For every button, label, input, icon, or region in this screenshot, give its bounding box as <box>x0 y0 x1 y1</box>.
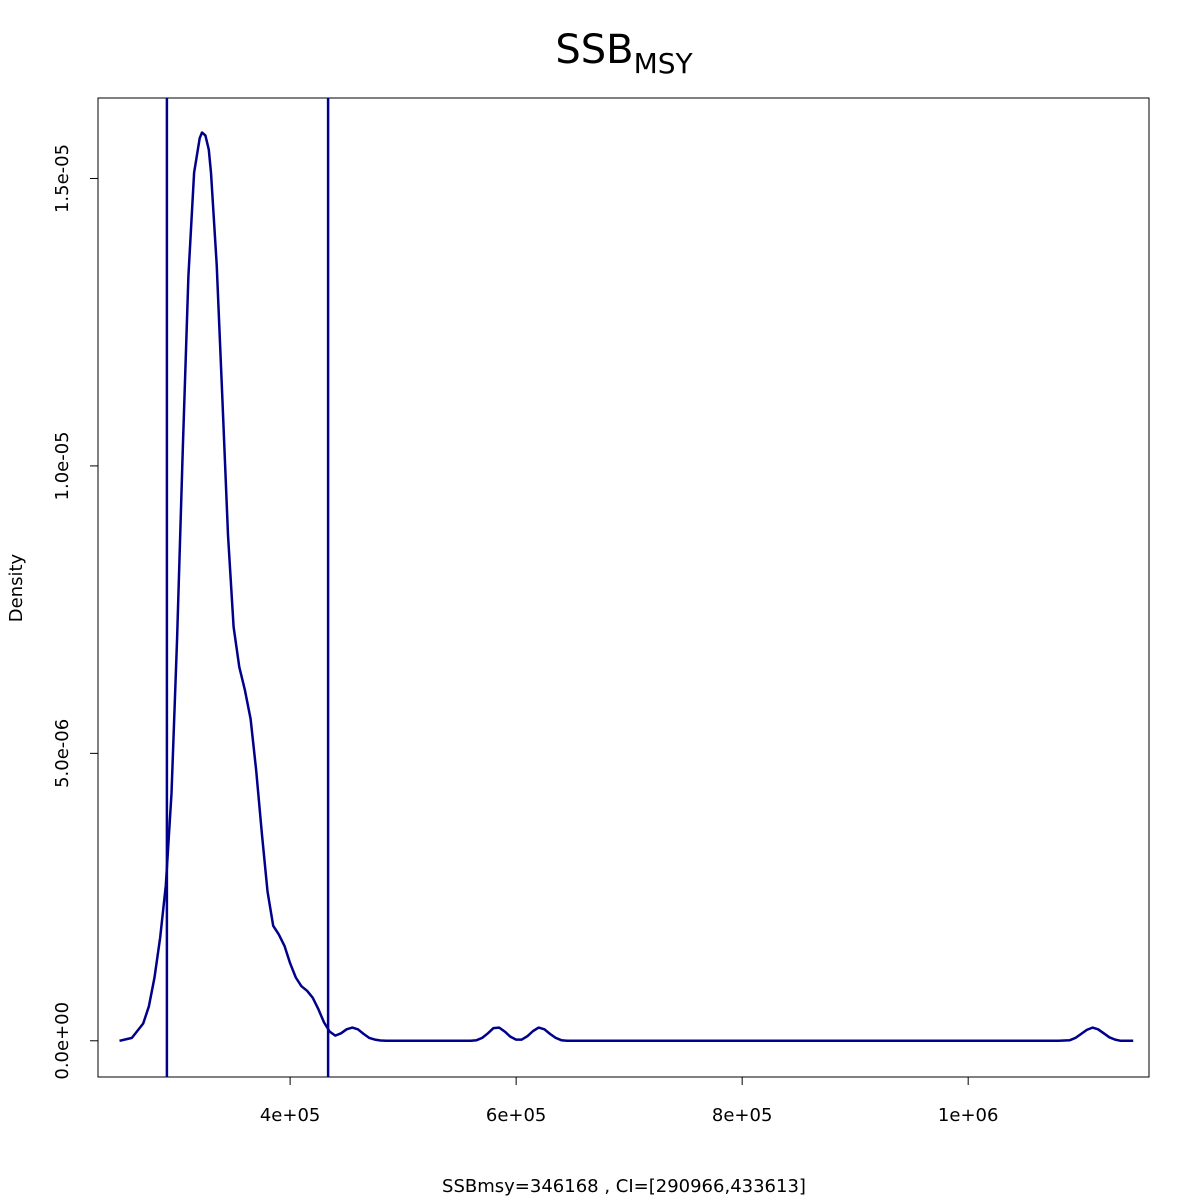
plot-frame <box>97 97 1150 1078</box>
y-tick-label: 1.0e-05 <box>52 431 73 500</box>
chart-title: SSBMSY <box>555 27 693 80</box>
x-tick-label: 1e+06 <box>938 1105 999 1126</box>
x-axis: 4e+05 6e+05 8e+05 1e+06 <box>260 1077 999 1126</box>
y-tick-label: 1.5e-05 <box>52 144 73 213</box>
chart-title-main: SSB <box>555 27 633 73</box>
y-axis: 0.0e+00 5.0e-06 1.0e-05 1.5e-05 <box>52 144 98 1080</box>
density-curve <box>119 131 1134 1043</box>
confidence-interval-lines <box>165 98 330 1077</box>
y-tick-label: 5.0e-06 <box>52 719 73 788</box>
x-tick-label: 6e+05 <box>486 1105 547 1126</box>
x-tick-label: 4e+05 <box>260 1105 321 1126</box>
x-tick-label: 8e+05 <box>712 1105 773 1126</box>
x-axis-label: SSBmsy=346168 , CI=[290966,433613] <box>442 1176 806 1197</box>
chart-title-subscript: MSY <box>634 47 694 80</box>
y-axis-label: Density <box>6 553 27 622</box>
y-tick-label: 0.0e+00 <box>52 1002 73 1080</box>
